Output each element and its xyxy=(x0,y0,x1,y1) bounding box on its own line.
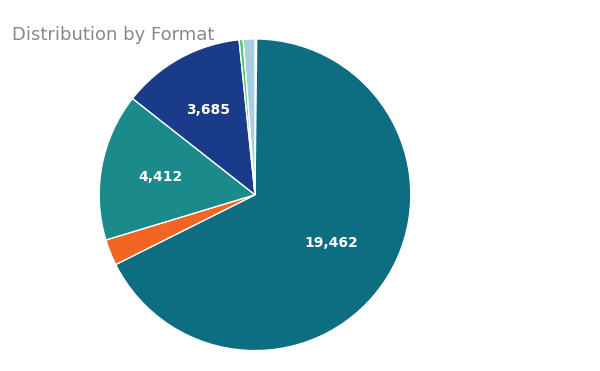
Wedge shape xyxy=(239,39,255,195)
Wedge shape xyxy=(255,39,257,195)
Wedge shape xyxy=(133,40,255,195)
Wedge shape xyxy=(106,195,255,265)
Wedge shape xyxy=(116,39,411,351)
Wedge shape xyxy=(243,39,255,195)
Text: 3,685: 3,685 xyxy=(187,103,230,117)
Text: 19,462: 19,462 xyxy=(305,236,359,250)
Wedge shape xyxy=(99,98,255,240)
Text: Distribution by Format: Distribution by Format xyxy=(12,26,214,44)
Text: 4,412: 4,412 xyxy=(138,170,182,184)
